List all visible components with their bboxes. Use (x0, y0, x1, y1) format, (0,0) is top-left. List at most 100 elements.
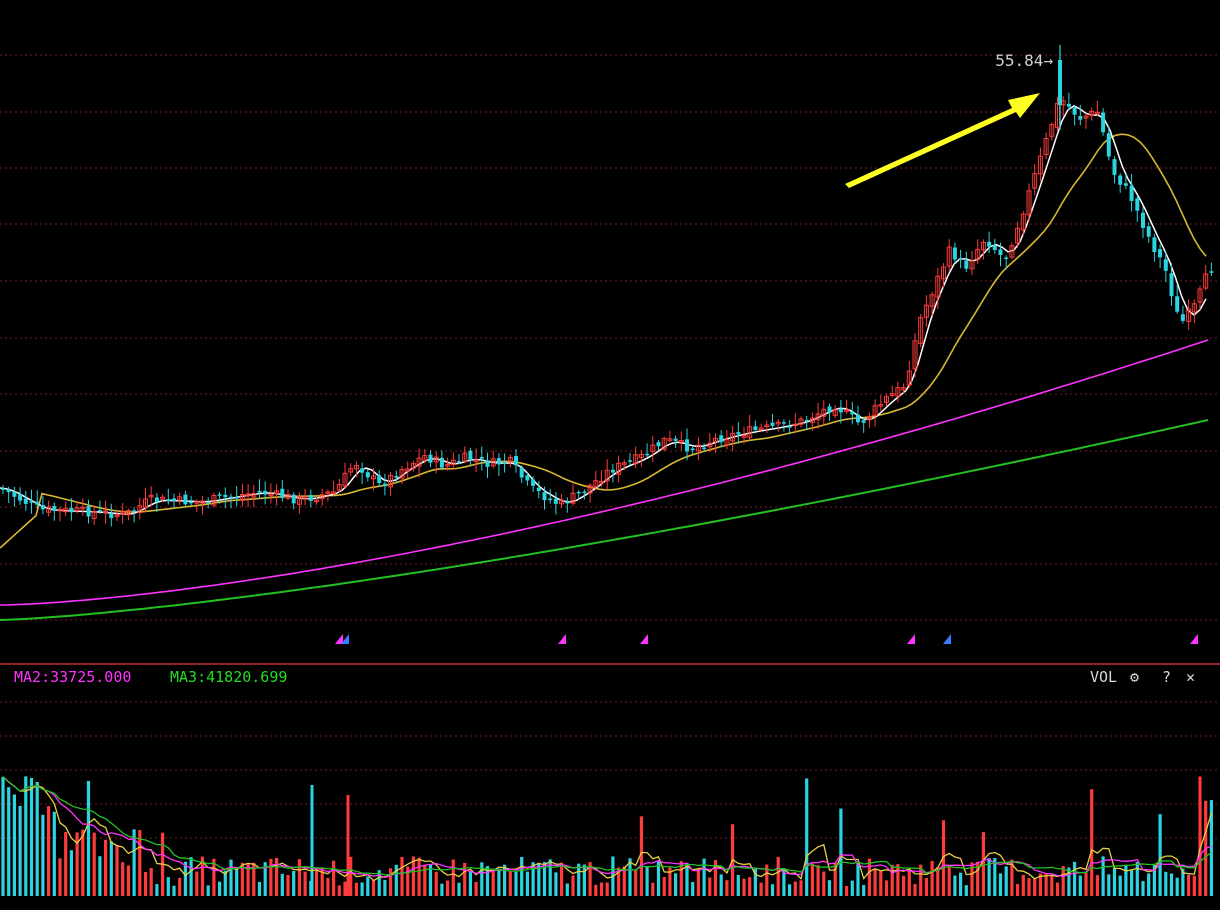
volume-bar (446, 880, 450, 896)
candle-up (388, 474, 394, 488)
candle-up (46, 506, 52, 513)
candle-up (285, 494, 291, 499)
candle-down (377, 475, 382, 483)
volume-bar (970, 862, 974, 896)
candle-down (770, 422, 775, 426)
volume-bar (257, 881, 262, 896)
candle-down (1066, 103, 1071, 107)
volume-bar (229, 859, 233, 896)
candle-up (325, 491, 331, 494)
candle-up (177, 496, 183, 501)
volume-bar (736, 874, 740, 896)
volume-bar (286, 875, 290, 896)
candle-down (565, 501, 570, 504)
volume-bar (406, 866, 410, 896)
candle-down (781, 422, 786, 424)
candle-up (969, 260, 975, 270)
volume-bar (1118, 875, 1122, 896)
volume-bar (520, 856, 524, 896)
volume-bar (799, 880, 803, 896)
candle-up (758, 427, 764, 431)
candle-down (576, 491, 581, 494)
volume-bar (907, 871, 911, 896)
candle-down (1146, 226, 1151, 237)
volume-bar (349, 856, 353, 896)
candle-up (1094, 111, 1100, 115)
candle-up (980, 241, 986, 251)
volume-bar (1027, 878, 1031, 896)
volume-bar (1169, 873, 1174, 896)
candle-down (838, 408, 843, 413)
volume-bars (1, 776, 1213, 896)
candle-down (1072, 107, 1077, 115)
candle-up (832, 409, 838, 416)
volume-bar (485, 866, 490, 896)
candle-up (125, 510, 131, 516)
candle-down (1118, 175, 1123, 185)
volume-bar (896, 864, 900, 896)
candle-down (166, 499, 171, 502)
volume-bar (531, 862, 535, 896)
volume-bar (366, 876, 370, 896)
volume-bar (913, 884, 917, 896)
volume-bar (75, 832, 79, 896)
candle-down (439, 457, 444, 468)
volume-bar (314, 868, 319, 896)
volume-bar (542, 862, 547, 896)
candle-down (514, 456, 518, 466)
volume-bar (343, 881, 347, 896)
gear-icon[interactable]: ⚙ (1130, 668, 1140, 686)
volume-bar (713, 860, 718, 896)
candle-up (1026, 190, 1032, 216)
candle-down (86, 506, 91, 517)
candle-down (1078, 116, 1083, 120)
candle-down (1175, 296, 1180, 312)
candle-up (866, 416, 872, 421)
candle-down (1112, 159, 1117, 175)
candle-down (827, 406, 832, 413)
candle-up (1043, 137, 1049, 156)
volume-bar (1004, 866, 1008, 896)
close-icon[interactable]: ✕ (1186, 668, 1196, 686)
candle-up (707, 442, 713, 448)
volume-indicator-label[interactable]: VOL (1090, 668, 1118, 686)
volume-bar (571, 875, 575, 896)
candle-up (245, 493, 251, 497)
help-icon[interactable]: ? (1162, 668, 1172, 686)
yellow-arrow (845, 93, 1040, 188)
volume-bar (451, 859, 455, 896)
volume-bar (235, 867, 239, 896)
volume-bar (92, 832, 96, 896)
volume-bar (18, 805, 22, 896)
candle-up (895, 387, 901, 397)
candle-down (958, 258, 963, 260)
candle-up (1197, 288, 1203, 303)
volume-ma2-label: MA2:33725.000 (14, 668, 132, 686)
candle-up (194, 501, 200, 504)
candle-down (964, 260, 969, 269)
candle-up (747, 426, 753, 438)
volume-bar (565, 883, 569, 896)
candle-up (604, 469, 610, 482)
volume-bar (320, 868, 324, 896)
peak-annotation-arrow (845, 93, 1040, 188)
volume-bar (651, 882, 655, 896)
volume-bar (645, 866, 649, 896)
volume-bar (377, 870, 381, 896)
signal-marker (907, 634, 915, 644)
volume-bar (183, 861, 187, 896)
volume-bar (1152, 864, 1156, 896)
candle-up (1037, 155, 1043, 175)
candle-down (685, 439, 689, 452)
signal-marker (943, 634, 951, 644)
volume-bar (862, 885, 866, 896)
candle-down (1135, 198, 1140, 211)
volume-bar (873, 868, 877, 896)
candle-up (410, 463, 416, 469)
candle-up (114, 514, 120, 517)
candle-up (416, 457, 422, 467)
candle-up (821, 408, 827, 417)
candle-up (348, 468, 354, 473)
candle-down (223, 494, 228, 498)
candle-up (661, 438, 667, 450)
